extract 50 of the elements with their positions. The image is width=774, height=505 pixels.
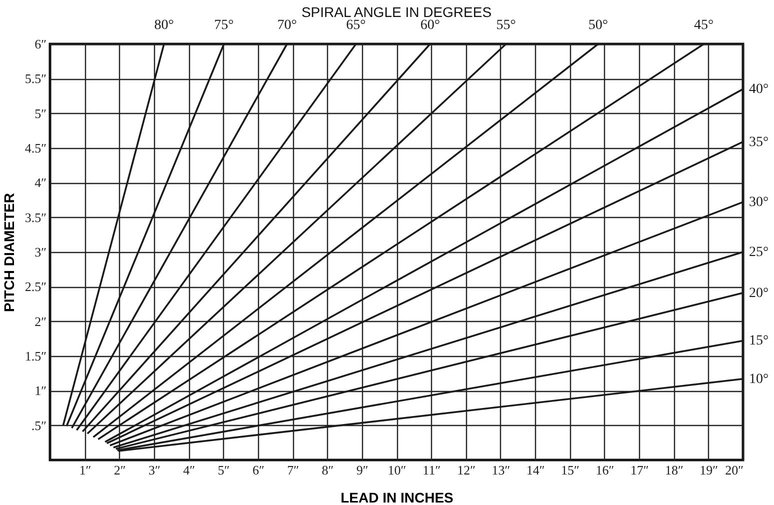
series-label: 60° <box>420 18 440 33</box>
x-tick-label: 7″ <box>287 462 300 478</box>
x-tick-label: 13″ <box>492 462 510 478</box>
chart-title: SPIRAL ANGLE IN DEGREES <box>301 4 492 20</box>
series-label: 25° <box>749 245 769 260</box>
series-label: 55° <box>496 18 516 33</box>
x-tick-label: 3″ <box>148 462 160 478</box>
x-tick-label: 4″ <box>183 462 196 478</box>
series-label: 75° <box>214 18 234 33</box>
x-tick-label: 6″ <box>252 462 264 478</box>
y-tick-label: 5.5″ <box>24 71 46 86</box>
series-label: 70° <box>277 18 297 33</box>
y-tick-label: 3″ <box>34 244 46 260</box>
x-tick-label: 5″ <box>218 462 230 478</box>
x-tick-label: 2″ <box>114 462 126 478</box>
series-label: 40° <box>749 82 769 98</box>
x-tick-label: 16″ <box>596 462 614 478</box>
x-tick-label: 14″ <box>526 462 545 478</box>
x-axis-title: LEAD IN INCHES <box>340 490 454 505</box>
series-label: 15° <box>749 334 769 349</box>
x-tick-label: 10″ <box>388 462 406 478</box>
y-tick-label: 6″ <box>34 36 46 52</box>
series-label: 50° <box>588 18 608 33</box>
series-label: 80° <box>154 18 174 33</box>
y-tick-label: 4″ <box>34 175 46 190</box>
x-tick-label: 18″ <box>664 462 684 478</box>
x-tick-label: 11″ <box>422 462 441 478</box>
y-tick-label: 3.5″ <box>24 210 46 225</box>
y-tick-label: 1″ <box>34 383 46 398</box>
y-tick-label: 5″ <box>34 106 46 121</box>
y-tick-label: 4.5″ <box>24 140 46 156</box>
series-label: 45° <box>694 18 714 33</box>
y-tick-label: .5″ <box>31 418 46 433</box>
x-tick-label: 1″ <box>79 462 92 478</box>
x-tick-label: 20″ <box>725 462 744 478</box>
series-label: 35° <box>749 134 769 150</box>
x-tick-label: 17″ <box>630 462 649 478</box>
y-tick-label: 2″ <box>34 314 46 329</box>
series-label: 30° <box>749 195 769 210</box>
series-label: 20° <box>749 286 769 301</box>
x-tick-label: 8″ <box>322 462 334 478</box>
x-tick-label: 19″ <box>700 462 718 478</box>
y-tick-label: 2.5″ <box>24 279 46 294</box>
series-label: 10° <box>749 372 769 387</box>
series-label: 65° <box>346 18 366 33</box>
y-tick-label: 1.5″ <box>24 348 46 364</box>
x-tick-label: 9″ <box>356 462 368 478</box>
x-tick-label: 15″ <box>561 462 580 478</box>
y-axis-title: PITCH DIAMETER <box>0 193 17 312</box>
x-tick-label: 12″ <box>457 462 476 478</box>
